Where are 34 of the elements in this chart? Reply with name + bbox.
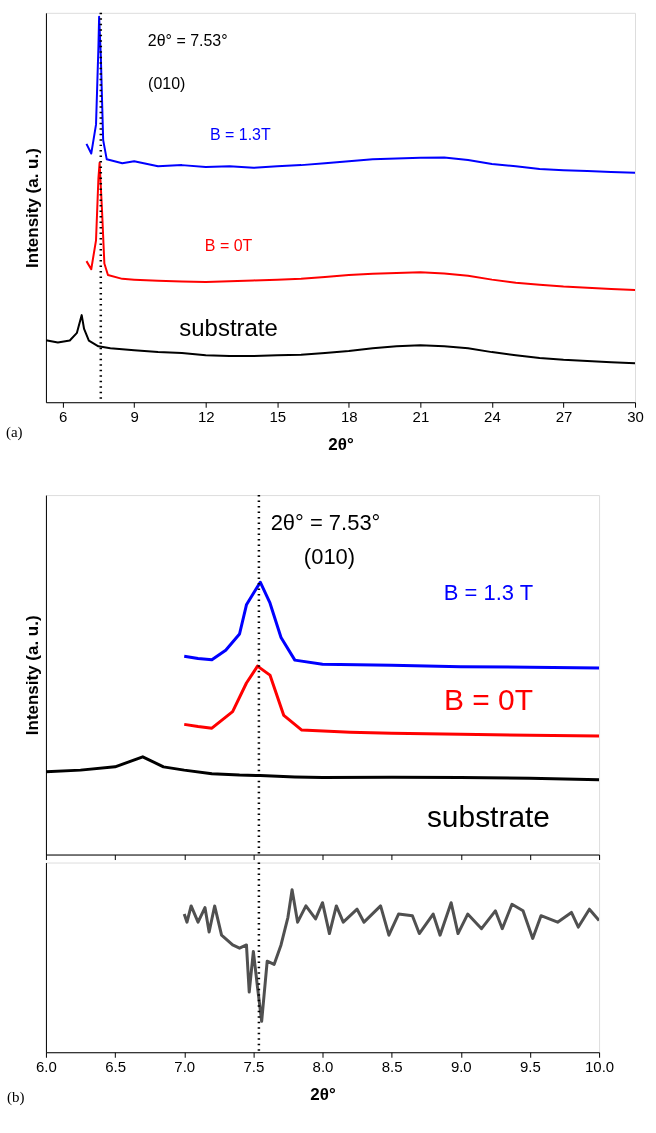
x-axis-title: 2θ° [310, 1084, 336, 1104]
x-tick-label: 6 [58, 407, 68, 425]
x-tick-label: 24 [484, 407, 501, 425]
series-label: B = 0T [204, 237, 253, 255]
x-tick-label: 7.0 [174, 1057, 196, 1075]
x-tick-label: 30 [627, 407, 644, 425]
text: 2θ° = 7.53° [270, 510, 381, 536]
x-tick-label: 9.5 [520, 1057, 541, 1075]
x-tick-label: 7.5 [243, 1057, 265, 1075]
x-tick-label: 12 [197, 407, 215, 425]
y-axis-title: Intensity (a. u.) [23, 615, 43, 736]
annotation: (010) [148, 74, 186, 92]
y-axis-title: Intensity (a. u.) [23, 148, 43, 268]
x-tick-label: 18 [341, 407, 358, 425]
x-tick-label: 27 [555, 407, 573, 425]
series-label: B = 1.3T [209, 126, 271, 144]
x-tick-label: 10.0 [585, 1057, 615, 1075]
annotation: 2θ° = 7.53° [147, 31, 228, 49]
x-tick-label: 8.5 [381, 1057, 403, 1075]
x-tick-label: 6.0 [36, 1057, 57, 1075]
series-label: substrate [179, 313, 278, 341]
x-tick-label: 21 [412, 407, 430, 425]
text: (010) [303, 543, 356, 569]
series-label: B = 0T [443, 683, 533, 717]
x-tick-label: 8.0 [312, 1057, 334, 1075]
x-tick-label: 15 [269, 407, 287, 425]
x-tick-label: 9.0 [450, 1057, 472, 1075]
text: (a) [5, 424, 23, 442]
text: B = 1.3 T [443, 580, 534, 606]
text: (b) [6, 1089, 25, 1107]
x-tick-label: 6.5 [105, 1057, 126, 1075]
x-axis-title: 2θ° [328, 434, 354, 454]
series-label: substrate [426, 800, 551, 834]
x-tick-label: 9 [130, 407, 139, 425]
